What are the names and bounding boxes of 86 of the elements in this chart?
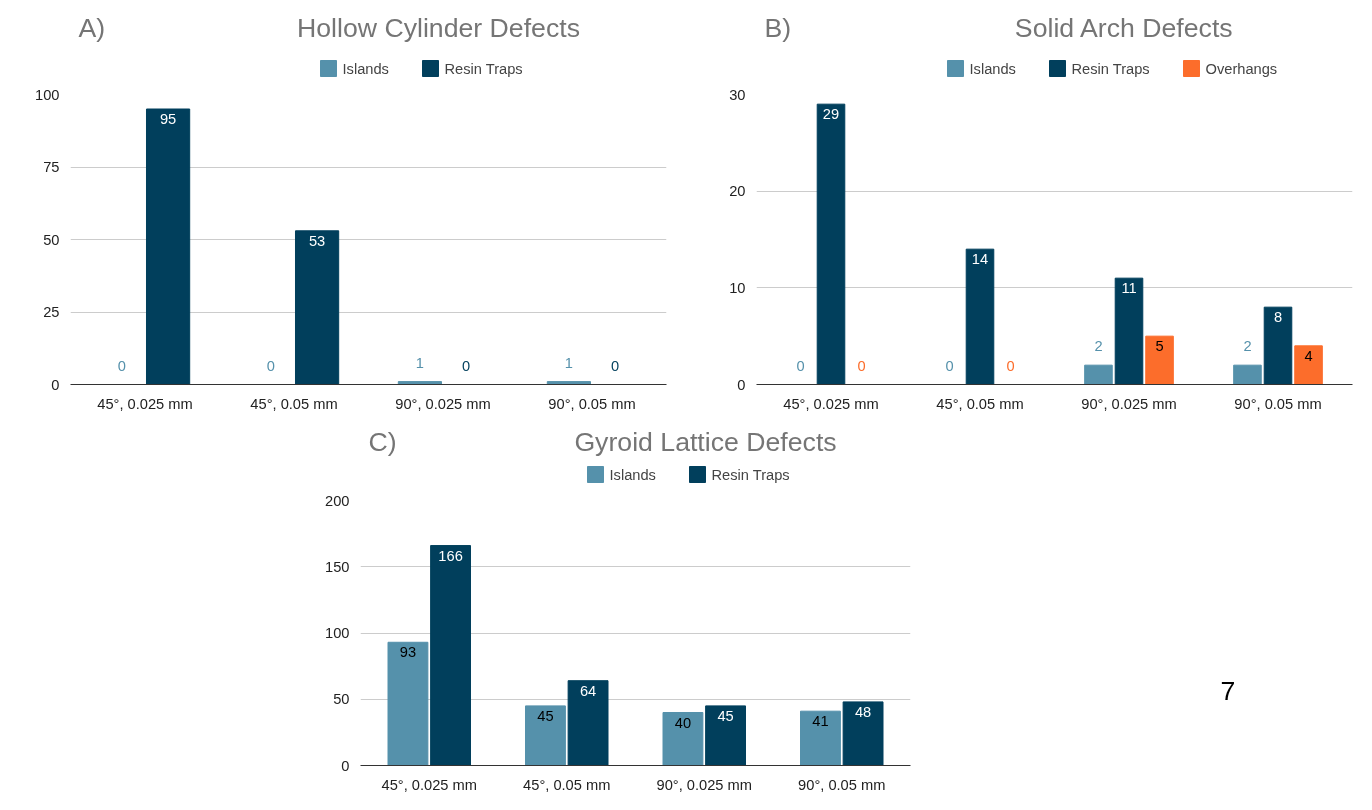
- data-label: 93: [399, 644, 417, 661]
- data-label: 0: [462, 357, 471, 374]
- x-tick-label: 90°, 0.05 mm: [798, 776, 886, 793]
- data-label: 0: [857, 357, 866, 374]
- legend-label: Islands: [342, 60, 389, 77]
- bar: [567, 680, 609, 766]
- data-label: 11: [1121, 280, 1137, 297]
- legend-label: Overhangs: [1205, 60, 1278, 77]
- bar: [705, 705, 746, 766]
- data-label: 5: [1155, 338, 1164, 355]
- y-tick-label: 20: [729, 183, 746, 200]
- y-tick-label: 10: [729, 279, 746, 296]
- y-tick-label: 200: [325, 492, 350, 509]
- y-tick-label: 0: [341, 757, 350, 774]
- data-label: 2: [1243, 338, 1252, 355]
- data-label: 0: [117, 357, 126, 374]
- data-label: 0: [796, 357, 805, 374]
- data-label: 0: [266, 357, 275, 374]
- data-label: 1: [564, 354, 573, 371]
- y-tick-label: 30: [729, 86, 746, 103]
- bar: [145, 108, 191, 385]
- bar: [800, 710, 841, 766]
- bar: [387, 641, 429, 766]
- x-tick-label: 45°, 0.05 mm: [523, 776, 611, 793]
- text: A): [78, 12, 106, 43]
- bar: [294, 230, 340, 385]
- data-label: 45: [717, 707, 734, 724]
- x-tick-label: 45°, 0.05 mm: [250, 395, 338, 412]
- data-label: 166: [438, 547, 463, 564]
- data-label: 40: [674, 714, 692, 731]
- x-tick-label: 45°, 0.025 mm: [97, 395, 193, 412]
- data-label: 48: [854, 703, 872, 720]
- x-tick-label: 90°, 0.025 mm: [656, 776, 752, 793]
- data-label: 95: [159, 111, 177, 127]
- legend-label: Resin Traps: [1071, 60, 1150, 77]
- data-label: 2: [1094, 338, 1103, 355]
- data-label: 14: [971, 251, 989, 268]
- x-tick-label: 90°, 0.025 mm: [395, 395, 491, 412]
- bar: [1114, 277, 1144, 385]
- bar: [1233, 364, 1262, 385]
- x-tick-label: 45°, 0.05 mm: [936, 395, 1024, 412]
- data-label: 64: [579, 682, 597, 699]
- data-label: 1: [415, 354, 424, 371]
- chart-title: Gyroid Lattice Defects: [574, 426, 837, 457]
- x-tick-label: 90°, 0.025 mm: [1081, 395, 1177, 412]
- text: C): [368, 426, 397, 457]
- x-tick-label: 45°, 0.025 mm: [783, 395, 879, 412]
- bar: [1294, 345, 1323, 385]
- y-tick-label: 25: [43, 304, 60, 320]
- y-tick-label: 100: [35, 86, 60, 103]
- data-label: 8: [1273, 309, 1283, 326]
- x-tick-label: 45°, 0.025 mm: [381, 776, 477, 793]
- bar: [1263, 306, 1293, 385]
- bar: [1145, 335, 1174, 385]
- legend-label: Islands: [969, 60, 1016, 77]
- data-label: 45: [537, 707, 554, 724]
- data-label: 0: [611, 357, 620, 374]
- chart-title: Hollow Cylinder Defects: [297, 12, 580, 43]
- y-tick-label: 50: [333, 691, 350, 708]
- data-label: 0: [945, 357, 954, 374]
- bar: [842, 701, 884, 766]
- y-tick-label: 150: [325, 558, 350, 575]
- bar: [816, 103, 846, 385]
- y-tick-label: 0: [737, 376, 746, 393]
- legend-label: Islands: [609, 466, 656, 483]
- legend-label: Resin Traps: [444, 60, 523, 77]
- data-label: 41: [812, 713, 829, 730]
- data-label: 0: [1006, 357, 1015, 374]
- bar: [1084, 364, 1113, 385]
- data-label: 29: [822, 106, 840, 123]
- x-tick-label: 90°, 0.05 mm: [1234, 395, 1322, 412]
- data-label: 53: [308, 232, 326, 249]
- data-label: 4: [1304, 347, 1313, 364]
- x-tick-label: 90°, 0.05 mm: [548, 395, 636, 412]
- legend-label: Resin Traps: [711, 466, 790, 483]
- y-tick-label: 100: [325, 625, 350, 641]
- chart-title: Solid Arch Defects: [1014, 12, 1233, 43]
- y-tick-label: 50: [43, 231, 60, 248]
- text: 7: [1220, 675, 1236, 706]
- bar: [430, 545, 471, 766]
- bar: [525, 705, 566, 766]
- bar: [965, 248, 995, 385]
- bar: [662, 712, 704, 766]
- text: B): [764, 12, 792, 43]
- y-tick-label: 0: [51, 376, 60, 393]
- y-tick-label: 75: [43, 159, 60, 175]
